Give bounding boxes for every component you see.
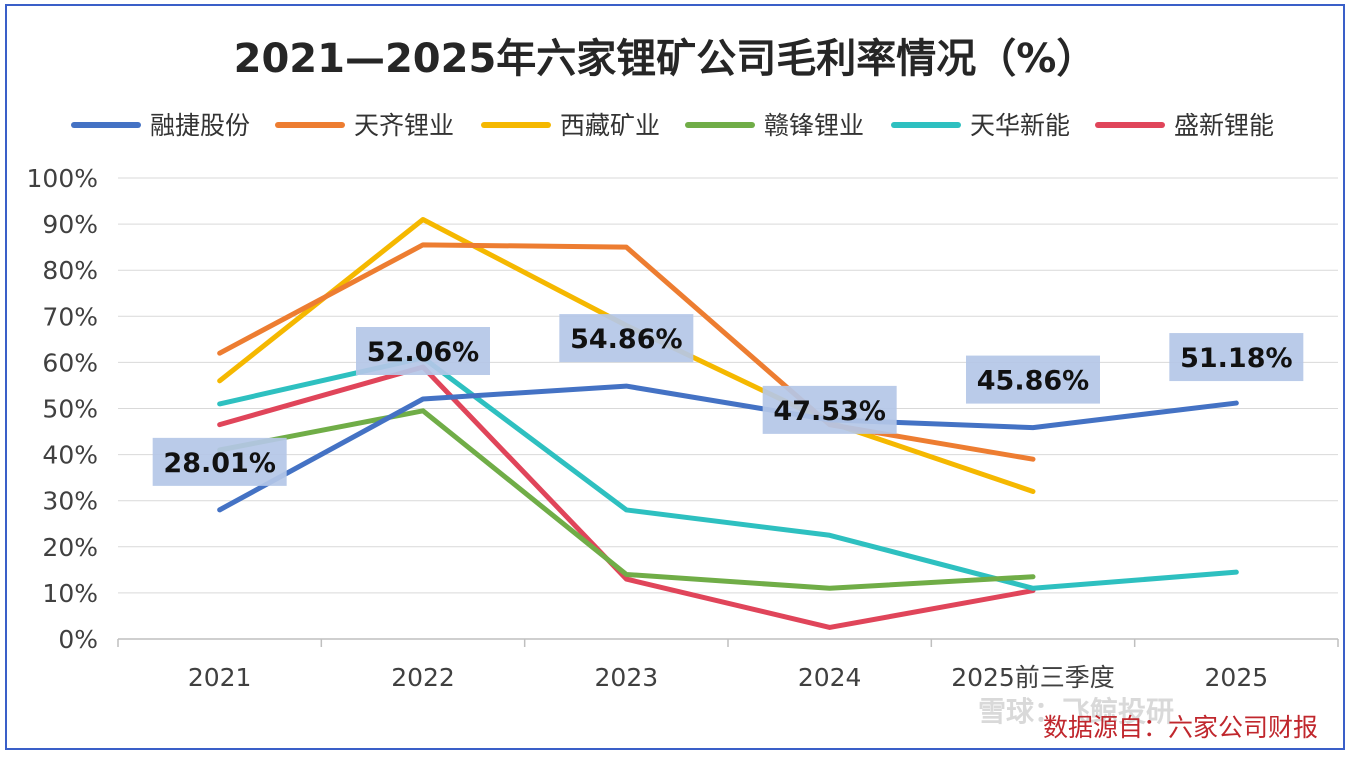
chart-title: 2021—2025年六家锂矿公司毛利率情况（%） xyxy=(233,36,1097,82)
y-tick-label: 100% xyxy=(27,164,98,193)
y-tick-label: 90% xyxy=(42,210,98,239)
callout-box xyxy=(1169,333,1304,382)
y-tick-label: 50% xyxy=(42,395,98,424)
data-source-note: 数据源自：六家公司财报 xyxy=(1042,713,1318,742)
callout-label: 54.86% xyxy=(570,324,682,355)
series-line xyxy=(217,408,1036,591)
x-tick-label: 2025 xyxy=(1205,663,1269,692)
callout-label: 52.06% xyxy=(367,337,479,368)
x-tick-label: 2024 xyxy=(798,663,862,692)
callout-label: 47.53% xyxy=(773,396,885,427)
x-tick-label: 2022 xyxy=(391,663,455,692)
legend-label: 天齐锂业 xyxy=(354,111,454,140)
callout-label: 51.18% xyxy=(1180,343,1292,374)
callout-label: 45.86% xyxy=(977,366,1089,397)
y-tick-label: 40% xyxy=(42,441,98,470)
y-tick-label: 20% xyxy=(42,533,98,562)
legend-label: 天华新能 xyxy=(970,111,1070,140)
series-line xyxy=(217,242,1036,462)
y-tick-label: 30% xyxy=(42,487,98,516)
legend-label: 盛新锂能 xyxy=(1174,111,1274,140)
y-tick-label: 60% xyxy=(42,348,98,377)
y-tick-label: 10% xyxy=(42,579,98,608)
y-tick-label: 0% xyxy=(58,625,98,654)
callout-box xyxy=(762,385,897,434)
callout-box xyxy=(356,327,490,376)
callout-label: 28.01% xyxy=(163,448,275,479)
y-tick-label: 70% xyxy=(42,302,98,331)
x-tick-label: 2023 xyxy=(595,663,659,692)
series-line xyxy=(217,364,1036,630)
legend-label: 西藏矿业 xyxy=(560,111,660,140)
callout-box xyxy=(966,355,1100,404)
callout-box xyxy=(559,314,694,363)
series-line xyxy=(217,383,1239,513)
watermark: 雪球：飞鲸投研 xyxy=(978,695,1175,728)
callout-box xyxy=(152,437,287,486)
legend-label: 融捷股份 xyxy=(150,111,250,140)
x-tick-label: 2021 xyxy=(188,663,252,692)
legend-label: 赣锋锂业 xyxy=(764,111,864,140)
x-tick-label: 2025前三季度 xyxy=(951,663,1115,692)
y-tick-label: 80% xyxy=(42,256,98,285)
